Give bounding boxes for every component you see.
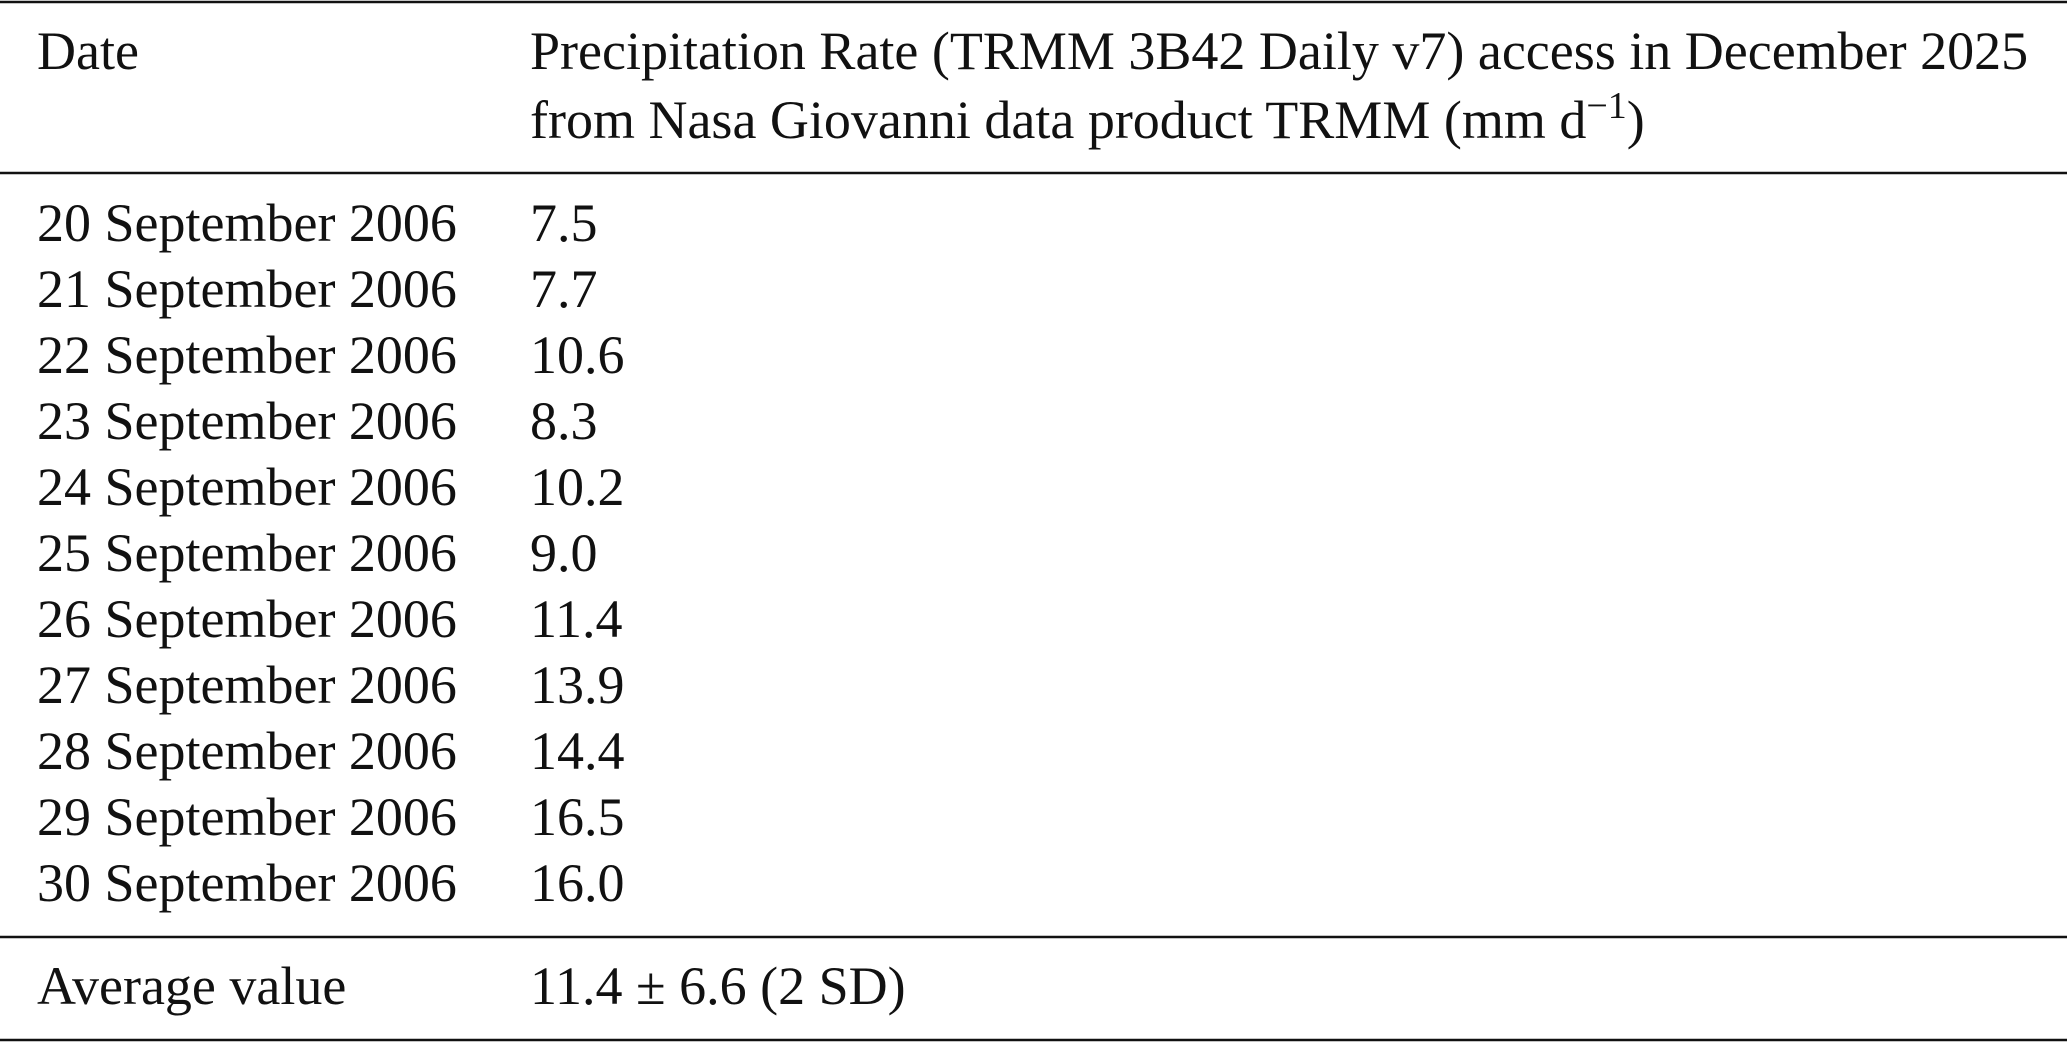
value-cell: 11.4 [530,589,623,649]
value-cell: 7.5 [530,193,598,253]
header-superscript: −1 [1586,85,1626,127]
date-cell: 20 September 2006 [37,193,457,253]
header-cell: Precipitation Rate (TRMM 3B42 Daily v7) … [530,21,2028,81]
header-cell: from Nasa Giovanni data product TRMM (mm… [530,85,1645,150]
date-cell: 25 September 2006 [37,523,457,583]
date-cell: 24 September 2006 [37,457,457,517]
date-cell: 27 September 2006 [37,655,457,715]
header-cell: Date [37,21,139,81]
date-cell: 29 September 2006 [37,787,457,847]
footer-cell: 11.4 ± 6.6 (2 SD) [530,956,906,1016]
value-cell: 10.6 [530,325,625,385]
value-cell: 10.2 [530,457,625,517]
value-cell: 7.7 [530,259,598,319]
date-cell: 26 September 2006 [37,589,457,649]
header-text: from Nasa Giovanni data product TRMM (mm… [530,90,1586,150]
footer-cell: Average value [37,956,346,1016]
value-cell: 16.5 [530,787,625,847]
value-cell: 9.0 [530,523,598,583]
date-cell: 30 September 2006 [37,853,457,913]
date-cell: 21 September 2006 [37,259,457,319]
value-cell: 14.4 [530,721,625,781]
date-cell: 22 September 2006 [37,325,457,385]
value-cell: 13.9 [530,655,625,715]
date-cell: 28 September 2006 [37,721,457,781]
date-cell: 23 September 2006 [37,391,457,451]
header-text: ) [1627,90,1645,150]
value-cell: 8.3 [530,391,598,451]
value-cell: 16.0 [530,853,625,913]
